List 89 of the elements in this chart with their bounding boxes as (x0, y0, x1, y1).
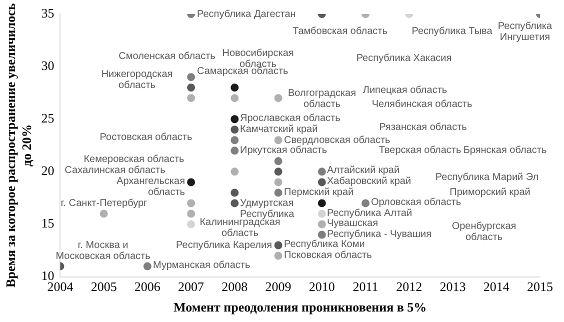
annotation: Алтайский край (327, 164, 400, 176)
annotation: Брянская область (463, 144, 547, 156)
annotation: Республика Алтай (327, 208, 412, 219)
point (187, 210, 196, 218)
x-tick-label: 2011 (352, 279, 378, 294)
annotation: Сахалинская область (64, 164, 166, 176)
annotation: Кемеровская область (84, 154, 184, 165)
annotation: Республика Тыва (412, 26, 493, 37)
point (274, 178, 282, 186)
point (318, 199, 326, 208)
annotation: Республика Ингушетия (498, 20, 553, 43)
x-axis-title: Момент преодоления проникновения в 5% (174, 300, 427, 315)
annotation: Пермский край (284, 186, 354, 198)
annotation: Чувашская (327, 218, 378, 229)
annotation: Республика Дагестан (197, 8, 296, 20)
annotation: Псковская область (284, 250, 372, 261)
annotation: Иркутская область (240, 144, 328, 156)
annotation: Челябинская область (372, 98, 472, 110)
annotation: Волгоградская область (288, 88, 356, 110)
point (274, 188, 282, 197)
annotation: Оренбургская область (452, 220, 516, 243)
point (274, 136, 282, 144)
point (274, 168, 282, 176)
x-tick-label: 2012 (396, 279, 422, 294)
annotation: Липецкая область (362, 84, 448, 96)
annotation: Республика Марий Эл (435, 172, 539, 183)
annotation: г. Санкт-Петербург (60, 198, 148, 209)
annotation: Архангельская область (116, 176, 185, 198)
annotation: Приморский край (450, 186, 530, 198)
point (100, 210, 108, 218)
point (318, 210, 326, 218)
x-tick-label: 2015 (527, 279, 553, 294)
y-tick-label: 30 (41, 58, 54, 73)
x-tick-label: 2010 (308, 279, 335, 294)
point (230, 199, 239, 208)
annotation: Орловская область (371, 196, 462, 208)
annotation: г. Москва и Московская область (56, 240, 150, 262)
point (318, 230, 326, 239)
y-tick-label: 35 (41, 5, 54, 20)
point (230, 94, 239, 102)
annotation: Самарская область (197, 66, 288, 77)
point (187, 178, 196, 186)
annotation: Ростовская область (100, 132, 192, 143)
x-tick-label: 2006 (134, 279, 161, 294)
point (274, 252, 282, 260)
y-axis-title: Время за которое распространение увеличилось до 20% (3, 3, 34, 288)
x-tick-label: 2014 (483, 279, 510, 294)
annotation: Мурманская область (153, 260, 250, 271)
annotation: Республика Карелия (176, 240, 272, 251)
point (187, 84, 196, 92)
x-tick-label: 2005 (90, 279, 117, 294)
annotation: Республика - Чувашия (327, 228, 432, 240)
annotation: Тверская область (378, 144, 462, 156)
point (274, 157, 282, 166)
point (143, 262, 152, 270)
point (187, 94, 196, 102)
x-tick-label: 2013 (440, 279, 466, 294)
point (318, 178, 326, 186)
point (230, 168, 239, 176)
point (230, 188, 239, 197)
annotation: Рязанская область (379, 122, 467, 133)
point (318, 168, 326, 176)
x-tick-label: 2008 (222, 279, 248, 294)
x-tick-label: 2009 (265, 279, 292, 294)
annotation: Камчатский край (240, 124, 318, 135)
x-tick-label: 2007 (178, 279, 205, 294)
annotation: Хабаровский край (327, 176, 412, 187)
annotation: Республика Коми (284, 238, 365, 250)
y-tick-label: 25 (41, 110, 54, 126)
annotation: Нижегородская область (101, 68, 173, 91)
point (318, 220, 326, 228)
point (230, 126, 239, 134)
annotation: Республика Хакасия (356, 52, 452, 64)
annotation: Ярославская область (240, 112, 340, 124)
annotation: Смоленская область (118, 50, 216, 62)
point (187, 73, 196, 82)
point (230, 146, 239, 155)
y-tick-label: 15 (41, 216, 54, 231)
point (274, 94, 282, 102)
point (230, 115, 239, 124)
point (362, 199, 370, 208)
point (187, 199, 196, 208)
y-tick-label: 20 (41, 163, 54, 178)
point (187, 220, 196, 228)
point (274, 241, 282, 250)
point (230, 84, 239, 92)
point (230, 136, 239, 144)
annotation: Свердловская область (284, 134, 390, 146)
annotation: Тамбовская область (292, 26, 388, 37)
